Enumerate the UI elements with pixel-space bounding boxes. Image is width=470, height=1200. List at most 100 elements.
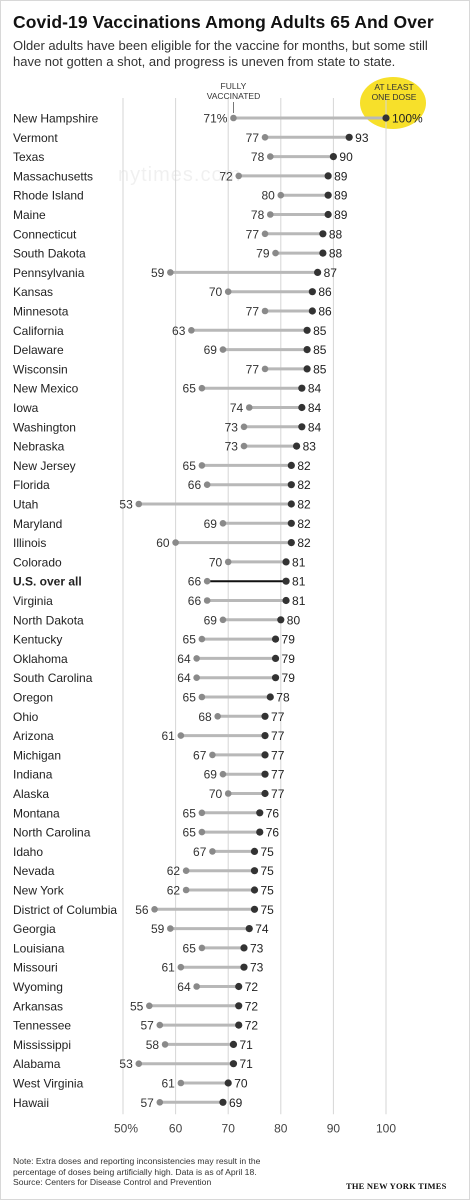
fully-vaccinated-dot bbox=[156, 1099, 164, 1106]
row-label: Minnesota bbox=[13, 305, 69, 319]
fully-vaccinated-label: 77 bbox=[246, 305, 260, 319]
row-label: U.S. over all bbox=[13, 575, 82, 589]
fully-vaccinated-dot bbox=[203, 597, 211, 604]
fully-vaccinated-label: 66 bbox=[188, 594, 202, 608]
fully-vaccinated-label: 62 bbox=[167, 884, 181, 898]
one-dose-label: 78 bbox=[276, 691, 290, 705]
fully-vaccinated-label: 74 bbox=[230, 401, 244, 415]
one-dose-dot bbox=[324, 191, 332, 199]
fully-vaccinated-dot bbox=[224, 790, 232, 797]
fully-vaccinated-dot bbox=[224, 558, 232, 566]
fully-vaccinated-dot bbox=[198, 462, 206, 469]
one-dose-dot bbox=[298, 403, 306, 412]
one-dose-dot bbox=[261, 770, 269, 778]
fully-vaccinated-label: 67 bbox=[193, 845, 207, 859]
one-dose-dot bbox=[235, 1021, 243, 1029]
one-dose-label: 72 bbox=[245, 1019, 259, 1033]
fully-vaccinated-dot bbox=[198, 944, 206, 952]
row-label: New York bbox=[13, 884, 65, 898]
row-label: Arizona bbox=[13, 729, 54, 743]
row-label: Rhode Island bbox=[13, 189, 84, 203]
row-label: Virginia bbox=[13, 594, 53, 608]
row-label: Alabama bbox=[13, 1057, 61, 1071]
one-dose-label: 93 bbox=[355, 131, 369, 145]
fully-vaccinated-dot bbox=[198, 809, 206, 817]
fully-vaccinated-label: 80 bbox=[261, 189, 275, 203]
fully-vaccinated-dot bbox=[219, 346, 227, 353]
row-label: Florida bbox=[13, 478, 50, 492]
row-label: South Carolina bbox=[13, 671, 93, 685]
one-dose-dot bbox=[250, 847, 259, 856]
fully-vaccinated-dot bbox=[245, 404, 253, 411]
fully-vaccinated-label: 78 bbox=[251, 208, 265, 222]
fully-vaccinated-dot bbox=[277, 191, 285, 199]
one-dose-dot bbox=[256, 828, 264, 836]
one-dose-label: 88 bbox=[329, 227, 343, 241]
note-line: Note: Extra doses and reporting inconsis… bbox=[13, 1156, 261, 1166]
one-dose-label: 82 bbox=[297, 478, 311, 492]
fully-vaccinated-dot bbox=[214, 713, 221, 720]
fully-vaccinated-dot bbox=[135, 500, 143, 508]
fully-vaccinated-label: 58 bbox=[146, 1038, 160, 1052]
row-label: New Hampshire bbox=[13, 112, 99, 126]
row-label: Delaware bbox=[13, 343, 64, 357]
fully-vaccinated-dot bbox=[198, 828, 206, 836]
row-label: North Dakota bbox=[13, 613, 84, 627]
one-dose-label: 77 bbox=[271, 768, 285, 782]
legend-fully-vaccinated: FULLY bbox=[221, 81, 247, 91]
one-dose-label: 82 bbox=[297, 459, 311, 473]
one-dose-label: 71 bbox=[239, 1038, 253, 1052]
one-dose-dot bbox=[303, 365, 311, 373]
fully-vaccinated-dot bbox=[161, 1041, 169, 1048]
one-dose-dot bbox=[240, 963, 248, 971]
row-label: North Carolina bbox=[13, 826, 91, 840]
fully-vaccinated-label: 78 bbox=[251, 150, 265, 164]
one-dose-dot bbox=[229, 1040, 238, 1048]
one-dose-label: 70 bbox=[234, 1077, 248, 1091]
row-label: Mississippi bbox=[13, 1038, 71, 1052]
one-dose-dot bbox=[345, 133, 353, 141]
one-dose-label: 72 bbox=[245, 980, 259, 994]
row-label: Indiana bbox=[13, 768, 53, 782]
x-tick-label: 80 bbox=[274, 1121, 288, 1135]
fully-vaccinated-label: 65 bbox=[183, 826, 197, 840]
one-dose-label: 75 bbox=[261, 845, 275, 859]
fully-vaccinated-dot bbox=[156, 1021, 164, 1029]
one-dose-label: 77 bbox=[271, 748, 285, 762]
fully-vaccinated-label: 61 bbox=[162, 729, 176, 743]
row-label: Colorado bbox=[13, 555, 62, 569]
fully-vaccinated-dot bbox=[266, 211, 274, 218]
one-dose-dot bbox=[271, 635, 280, 643]
one-dose-dot bbox=[224, 1079, 232, 1087]
one-dose-dot bbox=[229, 1060, 238, 1068]
fully-vaccinated-label: 64 bbox=[177, 980, 191, 994]
fully-vaccinated-dot bbox=[240, 423, 248, 431]
fully-vaccinated-label: 59 bbox=[151, 266, 165, 280]
fully-vaccinated-label: 77 bbox=[246, 131, 260, 145]
x-tick-label: 70 bbox=[222, 1121, 236, 1135]
one-dose-label: 75 bbox=[261, 884, 275, 898]
x-tick-label: 60 bbox=[169, 1121, 183, 1135]
fully-vaccinated-label: 77 bbox=[246, 227, 260, 241]
one-dose-dot bbox=[298, 384, 306, 392]
one-dose-dot bbox=[240, 944, 248, 952]
one-dose-dot bbox=[324, 172, 332, 180]
one-dose-dot bbox=[235, 982, 243, 991]
one-dose-dot bbox=[261, 751, 269, 759]
fully-vaccinated-dot bbox=[193, 674, 200, 681]
fully-vaccinated-label: 55 bbox=[130, 999, 144, 1013]
row-label: District of Columbia bbox=[13, 903, 117, 917]
x-tick-label: 50% bbox=[114, 1121, 138, 1135]
one-dose-label: 76 bbox=[266, 826, 280, 840]
fully-vaccinated-dot bbox=[198, 635, 206, 643]
fully-vaccinated-dot bbox=[198, 693, 206, 701]
one-dose-dot bbox=[324, 210, 332, 219]
fully-vaccinated-label: 64 bbox=[177, 671, 191, 685]
one-dose-label: 82 bbox=[297, 498, 311, 512]
one-dose-label: 100% bbox=[392, 112, 423, 126]
legend-at-least-one-dose: AT LEAST bbox=[374, 82, 413, 92]
fully-vaccinated-dot bbox=[203, 577, 211, 585]
one-dose-dot bbox=[382, 114, 390, 122]
fully-vaccinated-dot bbox=[219, 616, 227, 624]
one-dose-dot bbox=[303, 326, 311, 334]
